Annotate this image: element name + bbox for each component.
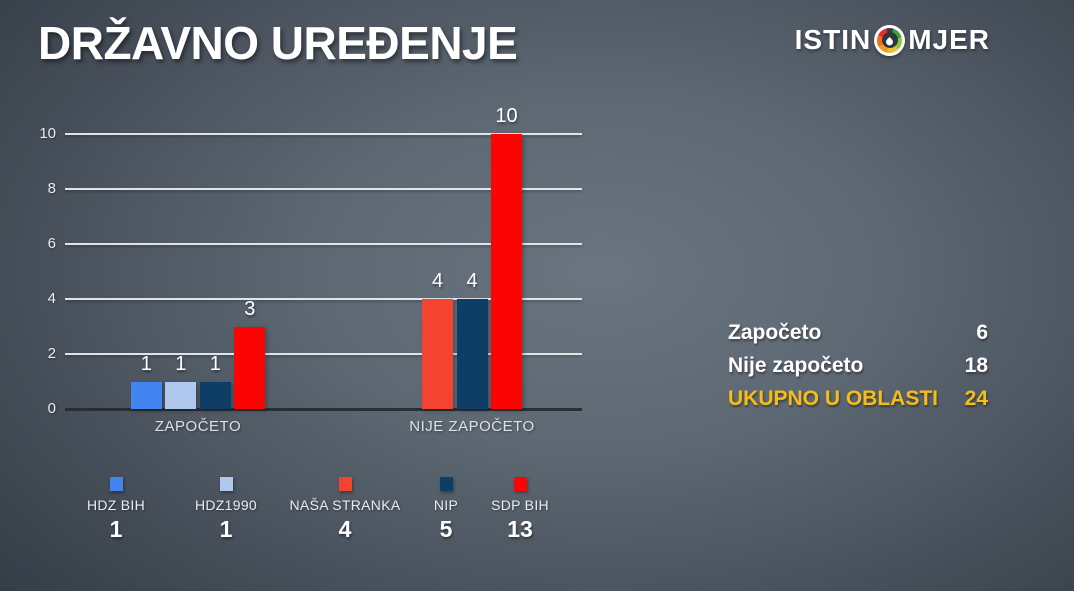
gridline-8: [65, 188, 582, 190]
bar-nip: [199, 381, 231, 409]
gridline-4: [65, 298, 582, 300]
legend-label: HDZ BIH: [86, 497, 146, 513]
legend-item-hdz1990: HDZ1990 1: [168, 470, 284, 543]
legend-swatch: [219, 477, 233, 491]
y-tick-8: 8: [47, 180, 56, 197]
istinomjer-logo: ISTIN MJER: [795, 24, 990, 56]
legend-swatch: [109, 477, 123, 491]
bar-value-label: 10: [495, 105, 518, 127]
bar-value-label: 4: [431, 270, 444, 292]
logo-text-right: MJER: [908, 24, 990, 55]
bar-value-label: 4: [466, 270, 478, 292]
gridline-2: [65, 353, 582, 355]
legend-swatch: [439, 477, 453, 491]
page-title: DRŽAVNO UREĐENJE: [38, 17, 518, 69]
category-label-zapoceto: ZAPOČETO: [154, 418, 242, 435]
bar-value-label: 1: [175, 352, 187, 375]
logo-text-left: ISTIN: [794, 24, 872, 55]
legend-total: 13: [507, 516, 533, 542]
legend-total: 1: [219, 516, 233, 542]
legend-label: HDZ1990: [194, 497, 258, 513]
summary-label: UKUPNO U OBLASTI: [728, 387, 938, 410]
summary-value: 24: [964, 387, 988, 410]
legend-total: 4: [338, 516, 352, 542]
category-label-nije-zapoceto: NIJE ZAPOČETO: [409, 418, 535, 435]
summary-value: 6: [976, 321, 988, 344]
bar-sdp-bih: [234, 326, 266, 409]
summary-row-nije-zapoceto: Nije započeto 18: [728, 354, 988, 387]
legend-label: NAŠA STRANKA: [289, 497, 401, 513]
bar-value-label: 1: [209, 352, 221, 375]
bar-nip: [456, 299, 488, 409]
bar-value-label: 1: [140, 352, 152, 375]
legend-label: NIP: [433, 497, 459, 513]
summary-row-zapoceto: Započeto 6: [728, 321, 988, 354]
y-tick-4: 4: [47, 290, 56, 307]
gauge-center: [881, 32, 898, 48]
gridline-6: [65, 243, 582, 245]
summary-value: 18: [964, 354, 988, 377]
x-axis-line: [65, 408, 582, 411]
gauge-icon: [874, 24, 906, 56]
legend-total: 1: [109, 516, 123, 542]
y-tick-6: 6: [47, 235, 56, 252]
bar-value-label: 3: [244, 297, 256, 320]
legend-item-nip: NIP 5: [388, 470, 504, 543]
bar-naša-stranka: [422, 299, 453, 409]
chart-legend: HDZ BIH 1 HDZ1990 1 NAŠA STRANKA 4 NIP 5…: [0, 470, 1074, 560]
legend-swatch: [513, 477, 527, 491]
summary-row-ukupno: UKUPNO U OBLASTI 24: [728, 387, 988, 420]
summary-panel: Započeto 6 Nije započeto 18 UKUPNO U OBL…: [728, 321, 988, 420]
legend-item-nasa-stranka: NAŠA STRANKA 4: [287, 470, 403, 543]
bar-hdz1990: [165, 381, 197, 409]
y-tick-2: 2: [47, 345, 56, 362]
gridline-10: [65, 133, 582, 135]
bar-sdp-bih: [491, 134, 522, 409]
y-tick-10: 10: [39, 125, 56, 142]
legend-total: 5: [439, 516, 453, 542]
legend-swatch: [338, 477, 352, 491]
legend-item-hdz-bih: HDZ BIH 1: [58, 470, 174, 543]
summary-label: Započeto: [728, 321, 822, 344]
legend-item-sdp-bih: SDP BIH 13: [462, 470, 578, 543]
legend-label: SDP BIH: [491, 497, 549, 513]
y-tick-0: 0: [47, 400, 56, 417]
summary-label: Nije započeto: [728, 354, 864, 377]
bar-hdz-bih: [130, 381, 162, 409]
gauge-ring-icon: [877, 27, 903, 53]
